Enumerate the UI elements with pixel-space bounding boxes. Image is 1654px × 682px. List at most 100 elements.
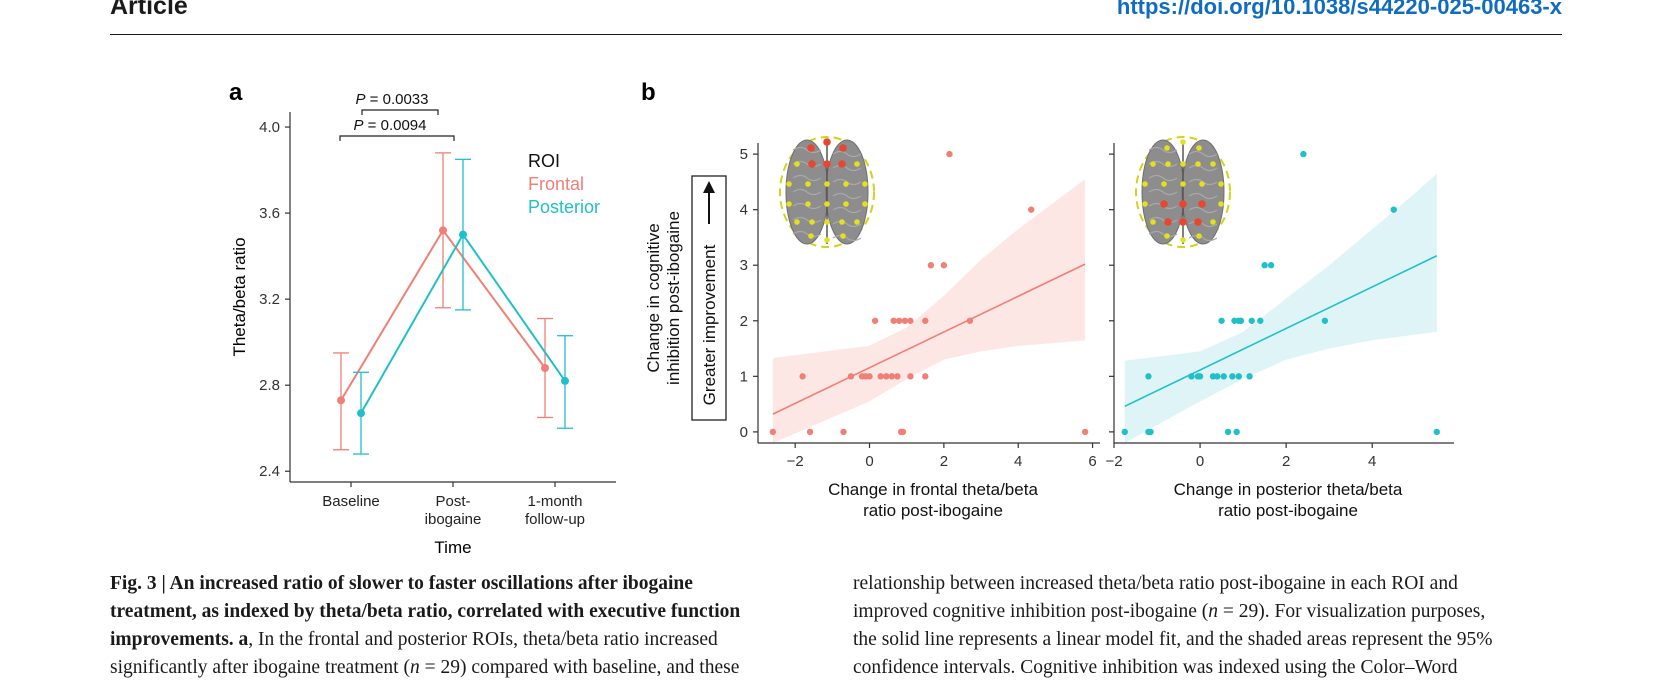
scatter-point-frontal <box>840 428 847 436</box>
scatter-point-frontal <box>946 150 953 158</box>
caption-segment: Fig. 3 | An increased ratio of slower to… <box>110 573 693 594</box>
scatter-point-posterior <box>1145 373 1152 380</box>
panel-b-label: b <box>641 79 656 106</box>
electrode <box>1218 181 1224 187</box>
scatter-point-frontal <box>871 317 879 324</box>
electrode <box>839 219 845 225</box>
electrode <box>862 201 868 207</box>
caption-segment: = 29). For visualization purposes, <box>1218 601 1486 622</box>
panel-b-x-tick-label: 4 <box>1368 453 1376 470</box>
electrode-roi <box>1164 218 1172 226</box>
scatter-point-posterior <box>1147 428 1154 436</box>
brain-gyrus <box>1188 234 1218 242</box>
electrode <box>1210 161 1216 167</box>
panel-a-y-tick-label: 3.2 <box>259 291 280 308</box>
electrode <box>794 219 800 225</box>
electrode-cap-outline <box>779 136 875 248</box>
improvement-arrow-head <box>703 181 715 193</box>
legend-title: ROI <box>528 151 560 171</box>
panel-a-y-tick-label: 2.8 <box>259 377 280 394</box>
scatter-point-frontal <box>866 373 873 380</box>
doi-link[interactable]: https://doi.org/10.1038/s44220-025-00463… <box>1116 0 1562 19</box>
electrode <box>843 181 849 187</box>
scatter-point-posterior <box>1214 373 1221 380</box>
electrode-roi <box>807 144 815 152</box>
scatter-point-frontal <box>966 317 974 324</box>
caption-segment: = 29) compared with baseline, and these <box>419 657 740 678</box>
electrode-roi <box>1179 218 1187 226</box>
scatter-point-frontal <box>907 373 914 380</box>
electrode <box>824 219 830 225</box>
electrode <box>809 219 815 225</box>
electrode <box>840 233 846 239</box>
electrode-roi <box>1194 218 1202 226</box>
electrode-roi <box>808 160 816 168</box>
caption-segment: significantly after ibogaine treatment ( <box>110 657 410 678</box>
scatter-point-posterior <box>1246 373 1253 380</box>
panel-a-x-tick-label: 1-month follow-up <box>525 493 585 528</box>
electrode <box>1210 219 1216 225</box>
caption-segment: the solid line represents a linear model… <box>853 629 1493 650</box>
panel-a-y-tick-label: 2.4 <box>259 463 280 480</box>
brain-gyrus <box>1148 188 1178 196</box>
fit-line-posterior <box>1124 255 1438 408</box>
electrode-roi <box>838 160 846 168</box>
scatter-point-frontal <box>799 373 806 380</box>
brain-gyrus <box>1148 230 1178 238</box>
electrode <box>805 201 811 207</box>
data-point-posterior <box>561 376 569 385</box>
scatter-point-frontal <box>888 373 896 380</box>
brain-electrode-map-frontal <box>779 136 875 248</box>
panel-a: a 4.0 3.6 3.2 2.8 2.4 Theta/beta ratio Baseline… <box>229 79 616 557</box>
brain-gyrus <box>1148 146 1178 154</box>
brain-gyrus <box>1188 164 1218 172</box>
caption-right-column: relationship between increased theta/bet… <box>853 570 1567 682</box>
caption-segment: relationship between increased theta/bet… <box>853 573 1458 594</box>
brain-gyrus <box>792 230 822 238</box>
electrode <box>824 181 830 187</box>
electrode <box>1196 145 1202 151</box>
brain-right-hemisphere <box>825 139 869 245</box>
caption-segment: n <box>1208 601 1219 622</box>
scatter-point-frontal <box>896 317 903 324</box>
scatter-point-frontal <box>1028 206 1035 213</box>
scatter-point-posterior <box>1248 317 1255 324</box>
electrode <box>1180 181 1186 187</box>
caption-segment: n <box>409 657 420 678</box>
panel-a-y-tick-label: 4.0 <box>259 119 280 136</box>
electrode <box>1218 201 1224 207</box>
caption-segment: , In the frontal and posterior ROIs, the… <box>248 629 718 650</box>
scatter-point-frontal <box>769 428 777 436</box>
data-point-frontal <box>337 396 345 405</box>
scatter-point-posterior <box>1390 206 1397 213</box>
electrode <box>1142 181 1148 187</box>
scatter-point-frontal <box>927 262 935 269</box>
brain-gyrus <box>832 206 862 214</box>
brain-gyrus <box>792 216 822 224</box>
electrode <box>786 181 792 187</box>
brain-gyrus <box>832 192 862 200</box>
panel-a-y-axis-title: Theta/beta ratio <box>230 237 249 356</box>
caption-line: relationship between increased theta/bet… <box>853 570 1567 598</box>
electrode <box>1180 237 1186 243</box>
scatter-point-posterior <box>1321 317 1329 324</box>
electrode <box>1195 161 1201 167</box>
scatter-point-frontal <box>922 317 929 324</box>
scatter-point-posterior <box>1235 373 1243 380</box>
electrode-roi <box>1160 200 1168 208</box>
panel-a-x-tick-label: Post-ibogaine <box>425 493 482 528</box>
caption-segment: confidence intervals. Cognitive inhibiti… <box>853 657 1458 678</box>
scatter-point-posterior <box>1257 317 1264 324</box>
panel-b-y-axis-title: Change in cognitiveinhibition post-iboga… <box>644 211 683 385</box>
scatter-point-frontal <box>1081 428 1089 436</box>
scatter-point-posterior <box>1188 373 1195 380</box>
scatter-point-frontal <box>922 373 929 380</box>
brain-gyrus <box>1188 192 1218 200</box>
scatter-point-posterior <box>1220 373 1227 380</box>
electrode-roi <box>1198 200 1206 208</box>
electrode <box>1180 161 1186 167</box>
brain-gyrus <box>1148 174 1178 182</box>
electrode <box>1164 145 1170 151</box>
scatter-point-posterior <box>1233 428 1240 436</box>
